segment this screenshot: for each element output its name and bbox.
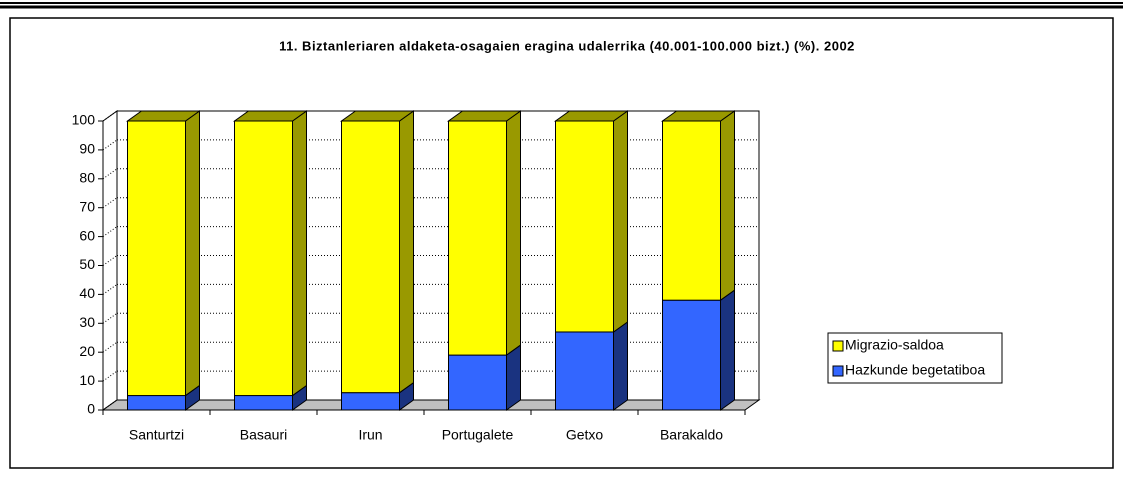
floor <box>101 399 761 411</box>
x-tick-label: Barakaldo <box>660 427 723 443</box>
bar-segment <box>341 120 400 394</box>
bar-top <box>232 110 309 122</box>
bar-side <box>720 289 735 411</box>
y-tick-label: 90 <box>79 141 95 157</box>
bar-segment <box>662 120 721 301</box>
x-tick-label: Portugalete <box>442 427 514 443</box>
bar-side <box>185 110 200 397</box>
x-tick-label: Irun <box>358 427 382 443</box>
bar-top <box>125 110 202 122</box>
y-tick-label: 100 <box>72 112 96 128</box>
bar-top <box>446 110 523 122</box>
bar-segment <box>127 120 186 397</box>
legend-label: Migrazio-saldoa <box>845 337 944 353</box>
bar-segment <box>341 392 400 411</box>
x-tick-label: Getxo <box>566 427 604 443</box>
bar-side <box>613 110 628 333</box>
bar-segment <box>448 120 507 356</box>
y-tick-label: 20 <box>79 343 95 359</box>
y-tick-label: 0 <box>87 401 95 417</box>
bar-segment <box>555 120 614 333</box>
bar-segment <box>662 299 721 411</box>
legend-swatch <box>832 340 844 352</box>
bar-segment <box>448 354 507 411</box>
x-tick-label: Basauri <box>240 427 287 443</box>
legend-label: Hazkunde begetatiboa <box>845 362 985 378</box>
bar-side <box>506 110 521 357</box>
bar-segment <box>234 120 293 397</box>
bar-side <box>399 110 414 394</box>
bar-segment <box>127 395 186 411</box>
bar-segment <box>555 331 614 411</box>
bar-side <box>720 110 735 302</box>
side-wall <box>102 110 118 411</box>
bar-top <box>553 110 630 122</box>
bar-side <box>292 110 307 397</box>
y-tick-label: 10 <box>79 372 95 388</box>
y-tick-label: 40 <box>79 285 95 301</box>
legend-box <box>827 332 1003 384</box>
bar-top <box>339 110 416 122</box>
chart-title: 11. Biztanleriaren aldaketa-osagaien era… <box>279 38 855 53</box>
bar-side <box>506 344 521 411</box>
y-tick-label: 30 <box>79 314 95 330</box>
y-tick-label: 70 <box>79 198 95 214</box>
bar-side <box>613 320 628 411</box>
bar-top <box>660 110 737 122</box>
bar-segment <box>234 395 293 411</box>
y-tick-label: 50 <box>79 256 95 272</box>
y-tick-label: 60 <box>79 227 95 243</box>
x-tick-label: Santurtzi <box>129 427 184 443</box>
y-tick-label: 80 <box>79 170 95 186</box>
legend-swatch <box>832 365 844 377</box>
